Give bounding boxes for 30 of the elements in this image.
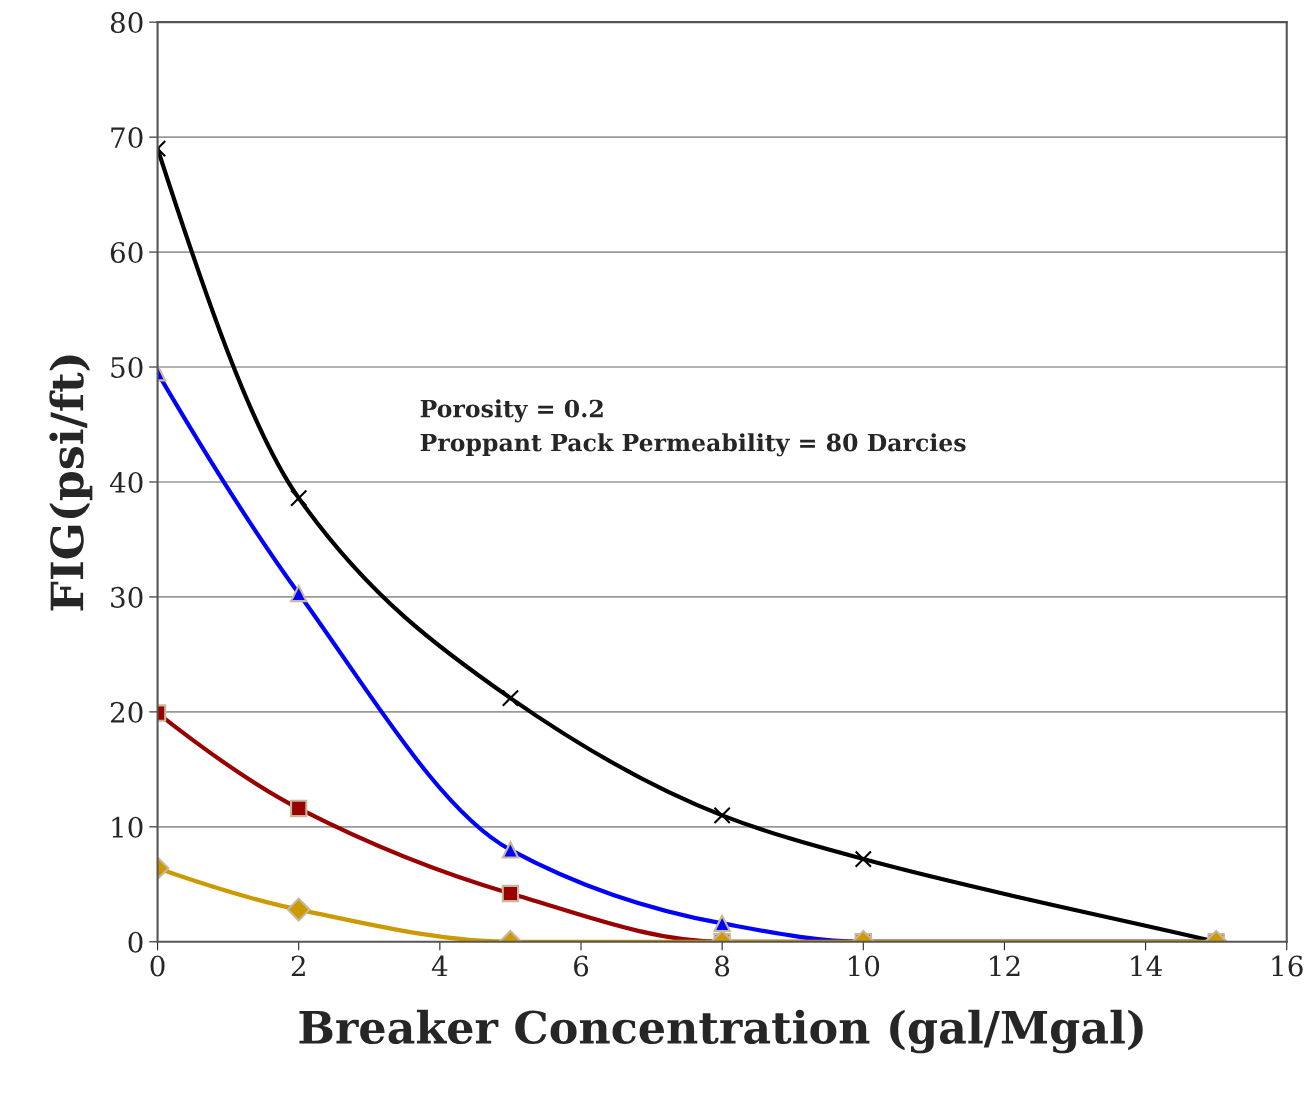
y-tick-label: 40 (109, 471, 143, 493)
point (713, 914, 731, 933)
y-tick-label: 30 (111, 586, 143, 608)
y-tick-label: 60 (110, 242, 143, 264)
y-tick-label: 10 (112, 816, 143, 838)
y-tick-label: 50 (111, 356, 143, 378)
x-tick-label: 6 (574, 955, 589, 977)
y-tick-label: 0 (128, 931, 143, 953)
point (290, 584, 308, 603)
x-tick-label: 10 (849, 955, 880, 977)
x-axis-title: Breaker Concentration (gal/Mgal) (299, 1009, 1143, 1054)
x-tick-label: 16 (1272, 955, 1303, 977)
x-tick-label: 4 (431, 955, 448, 977)
point (713, 806, 731, 825)
y-tick-label: 80 (110, 12, 143, 34)
point (290, 489, 308, 507)
x-tick-label: 12 (990, 955, 1020, 977)
point (290, 799, 308, 818)
y-axis-title: FIG(psi/ft) (49, 355, 93, 611)
x-tick-label: 14 (1131, 955, 1162, 977)
y-tick-label: 20 (110, 701, 143, 723)
point (501, 841, 520, 859)
point (501, 689, 520, 707)
x-tick-label: 0 (150, 955, 165, 977)
x-tick-label: 8 (715, 955, 730, 977)
x-tick-label: 2 (291, 955, 305, 977)
annotation: Porosity = 0.2 Proppant Pack Permeability = 80 Darcies (420, 399, 966, 457)
point (854, 850, 872, 868)
y-tick-label: 70 (111, 127, 143, 149)
point (501, 884, 520, 903)
